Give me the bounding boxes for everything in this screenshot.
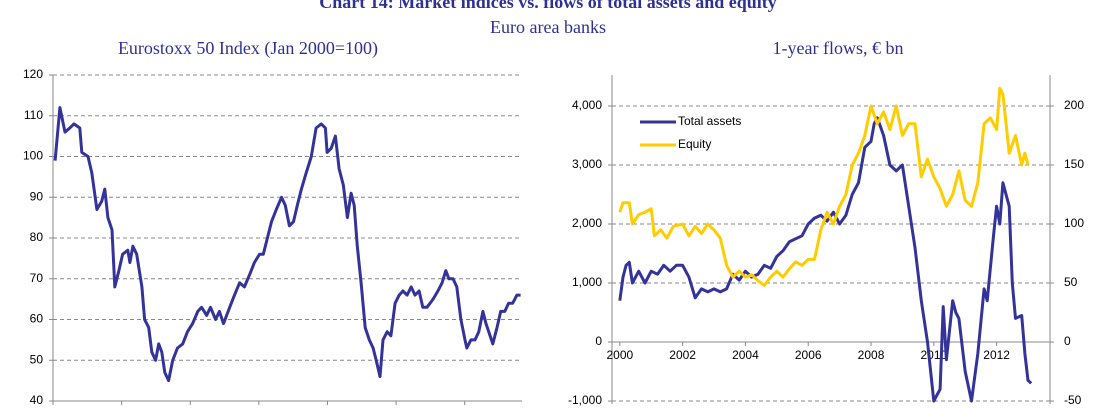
x-tick-label: 2006 [795,348,822,362]
y2-tick-label: 150 [1064,157,1084,171]
y-tick-label: 50 [30,352,44,366]
y-tick-label: 100 [23,149,43,163]
y-tick-label: 80 [30,230,44,244]
y2-tick-label: 50 [1064,275,1078,289]
y-tick-label: 4,000 [572,98,602,112]
y-tick-label: 90 [30,189,44,203]
data-line [618,116,1033,403]
x-tick-label: 2008 [858,348,885,362]
x-tick-label: 2000 [606,348,633,362]
y-tick-label: 2,000 [572,216,602,230]
x-tick-label: 2010 [920,348,947,362]
y-tick-label: -1,000 [568,393,602,407]
y-tick-label: 40 [30,393,44,407]
y-tick-label: 1,000 [572,275,602,289]
y2-tick-label: 200 [1064,98,1084,112]
data-line [53,106,521,383]
y2-tick-label: 0 [1064,334,1071,348]
y2-tick-label: -50 [1064,393,1082,407]
data-line [618,86,1030,287]
chart-title: 1-year flows, € bn [773,38,904,58]
page-title: Chart 14: Market indices vs. flows of to… [319,0,776,12]
y2-tick-label: 100 [1064,216,1084,230]
y-tick-label: 60 [30,312,44,326]
chart-title: Eurostoxx 50 Index (Jan 2000=100) [118,38,378,59]
x-tick-label: 2004 [732,348,759,362]
x-tick-label: 2002 [669,348,696,362]
legend-label: Total assets [678,114,741,128]
y-tick-label: 110 [24,108,43,122]
y-tick-label: 0 [595,334,602,348]
y-tick-label: 120 [23,67,43,81]
legend-label: Equity [678,137,711,151]
x-tick-label: 2012 [983,348,1010,362]
y-tick-label: 3,000 [572,157,602,171]
y-tick-label: 70 [30,271,44,285]
page-subtitle: Euro area banks [490,17,606,37]
